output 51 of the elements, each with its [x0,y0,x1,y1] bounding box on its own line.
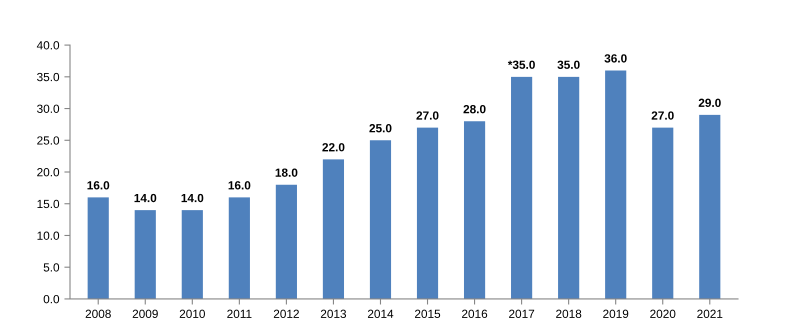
data-label: 27.0 [652,111,674,120]
x-tick-label: 2015 [414,310,440,318]
x-tick-label: 2011 [227,310,252,318]
x-tick-label: 2010 [180,310,205,318]
x-tick-label: 2021 [697,310,722,318]
x-tick-label: 2008 [86,310,111,318]
bar [276,184,297,299]
x-tick-label: 2009 [132,310,158,318]
data-label: 25.0 [369,124,392,132]
y-tick-label: 25.0 [37,136,60,145]
data-label: 28.0 [463,104,486,114]
x-tick-label: 2016 [462,310,488,318]
y-tick-label: 5.0 [44,263,60,272]
bar [182,210,203,299]
data-label: 36.0 [604,54,627,63]
y-tick-label: 10.0 [38,232,60,240]
x-tick-label: 2013 [320,310,346,318]
bar [558,76,580,299]
y-tick-label: 20.0 [37,168,60,176]
x-tick-label: 2017 [509,310,534,318]
y-tick-label: 40.0 [36,41,60,50]
bar [464,121,486,299]
x-tick-label: 2019 [603,310,628,318]
y-tick-label: 0.0 [44,294,60,304]
x-tick-label: 2020 [650,310,676,318]
bar [370,140,392,299]
data-label: 35.0 [557,60,580,69]
bar [88,197,109,299]
data-label: 18.0 [276,168,298,177]
data-label: 16.0 [87,181,110,190]
y-tick-label: 30.0 [37,104,60,113]
data-label: 27.0 [416,111,439,120]
data-label: *35.0 [508,60,535,69]
data-label: 14.0 [182,194,204,202]
data-label: 16.0 [228,181,250,190]
bar [605,70,626,299]
bar [699,114,720,299]
data-label: 29.0 [698,98,721,108]
y-tick-label: 35.0 [37,72,60,82]
bar [416,128,438,299]
data-label: 22.0 [322,143,344,152]
y-tick-label: 15.0 [38,200,60,208]
data-label: 14.0 [134,194,156,202]
bar [134,210,156,299]
bar [322,159,344,299]
x-tick-label: 2018 [556,310,582,318]
x-tick-label: 2014 [368,310,394,318]
x-tick-label: 2012 [274,310,299,318]
bar [228,197,250,299]
bar [652,128,674,299]
bar [511,76,532,299]
